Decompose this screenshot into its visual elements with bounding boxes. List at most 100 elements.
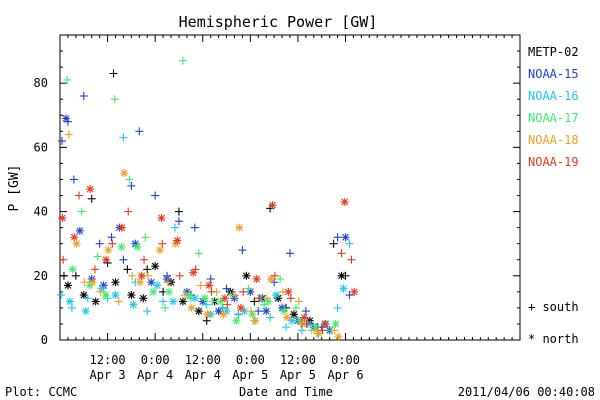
data-point-north — [151, 262, 160, 271]
marker-stroke — [285, 288, 292, 296]
data-point-south — [127, 181, 136, 190]
marker-stroke — [86, 185, 94, 193]
marker-stroke — [98, 285, 106, 293]
x-tick-label-date: Apr 4 — [137, 368, 173, 382]
marker-stroke — [251, 317, 259, 325]
data-point-south — [202, 316, 211, 325]
x-tick-label-time: 12:00 — [185, 353, 221, 367]
data-point-south — [158, 239, 167, 248]
marker-stroke — [92, 298, 100, 305]
data-point-north — [219, 310, 228, 319]
data-point-north — [232, 316, 241, 325]
data-point-north — [147, 278, 156, 287]
marker-stroke — [173, 237, 181, 244]
marker-stroke — [147, 278, 155, 286]
data-point-north — [120, 169, 129, 178]
marker-stroke — [80, 291, 88, 299]
marker-stroke — [280, 307, 288, 315]
marker-stroke — [102, 291, 109, 299]
data-point-south — [75, 191, 84, 200]
marker-stroke — [73, 240, 81, 248]
marker-stroke — [332, 320, 339, 328]
data-point-south — [333, 303, 342, 312]
data-point-north — [58, 214, 67, 222]
data-point-north — [111, 291, 120, 300]
data-point-north — [334, 332, 343, 341]
data-point-north — [171, 239, 180, 248]
marker-stroke — [288, 317, 296, 325]
marker-stroke — [300, 314, 308, 321]
data-point-south — [174, 207, 183, 216]
marker-stroke — [70, 233, 78, 241]
data-point-south — [96, 287, 105, 296]
data-point-south — [63, 75, 72, 84]
marker-stroke — [136, 278, 144, 286]
data-point-south — [125, 175, 134, 184]
marker-stroke — [248, 310, 256, 318]
y-tick-label: 20 — [34, 269, 48, 283]
marker-stroke — [262, 307, 270, 315]
y-tick-label: 80 — [34, 76, 48, 90]
data-point-south — [208, 297, 217, 306]
marker-stroke — [253, 275, 261, 283]
marker-stroke — [321, 320, 329, 328]
x-tick-label-date: Apr 3 — [90, 368, 126, 382]
data-point-south — [345, 239, 354, 248]
data-point-north — [280, 307, 289, 316]
marker-stroke — [272, 291, 280, 299]
data-point-north — [187, 303, 196, 312]
marker-stroke — [242, 272, 250, 280]
marker-stroke — [340, 285, 347, 293]
data-point-south — [180, 291, 189, 300]
marker-stroke — [76, 227, 84, 235]
data-point-south — [206, 275, 215, 283]
marker-stroke — [129, 301, 137, 309]
marker-stroke — [88, 275, 96, 283]
data-point-south — [151, 191, 160, 200]
marker-stroke — [267, 275, 275, 283]
legend-series-label: NOAA-19 — [528, 155, 579, 169]
marker-stroke — [264, 298, 272, 305]
data-point-south — [119, 255, 128, 264]
data-point-south — [302, 319, 311, 328]
marker-stroke — [120, 169, 128, 177]
data-point-south — [124, 207, 133, 216]
marker-stroke — [112, 278, 119, 286]
marker-stroke — [131, 240, 139, 248]
data-point-north — [81, 307, 90, 316]
marker-stroke — [188, 304, 196, 312]
plot-frame — [59, 34, 521, 341]
data-point-north — [205, 281, 214, 290]
data-point-south — [330, 326, 339, 335]
data-point-south — [143, 307, 152, 316]
data-point-north — [133, 242, 142, 251]
x-tick-label-time: 12:00 — [280, 353, 316, 367]
data-point-south — [140, 255, 149, 264]
marker-stroke — [334, 333, 342, 341]
marker-stroke — [241, 307, 248, 315]
data-point-south — [79, 92, 88, 100]
data-point-north — [65, 297, 74, 306]
data-point-south — [128, 271, 137, 280]
marker-stroke — [189, 269, 197, 276]
marker-stroke — [204, 310, 211, 318]
marker-stroke — [231, 294, 238, 302]
data-point-north — [72, 239, 81, 248]
data-point-north — [79, 291, 88, 300]
data-point-north — [101, 291, 110, 300]
data-point-north — [86, 185, 95, 194]
data-point-south — [57, 136, 66, 145]
data-point-north — [63, 281, 72, 290]
marker-stroke — [112, 291, 119, 299]
marker-stroke — [151, 262, 159, 270]
data-point-south — [347, 255, 356, 264]
marker-stroke — [165, 288, 173, 296]
x-tick-label-date: Apr 6 — [327, 368, 363, 382]
marker-stroke — [133, 243, 141, 251]
data-point-north — [149, 287, 158, 296]
marker-stroke — [274, 294, 282, 302]
x-tick-label-time: 0:00 — [141, 353, 170, 367]
data-point-south — [141, 233, 150, 242]
data-point-north — [88, 278, 97, 287]
